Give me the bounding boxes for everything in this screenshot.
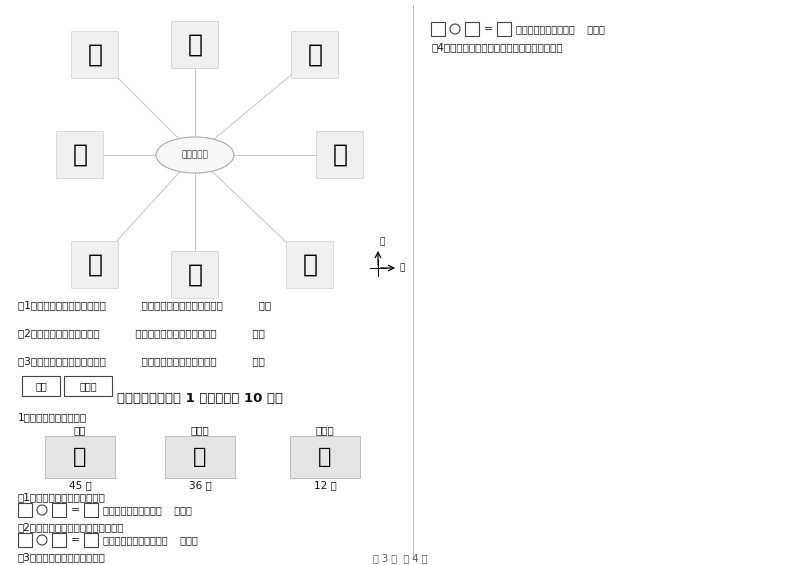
Text: （1）小猫住在森林俱乐部的（           ）面，小鸡在森林俱乐部的（           ）面: （1）小猫住在森林俱乐部的（ ）面，小鸡在森林俱乐部的（ ）面 xyxy=(18,300,271,310)
Text: 十一、附加题（共 1 大题，共计 10 分）: 十一、附加题（共 1 大题，共计 10 分） xyxy=(117,392,283,405)
Text: =: = xyxy=(484,24,494,34)
Text: 东: 东 xyxy=(400,263,406,272)
Bar xyxy=(465,22,479,36)
Text: 🐰: 🐰 xyxy=(87,253,102,277)
FancyBboxPatch shape xyxy=(57,132,103,179)
Bar xyxy=(52,533,66,547)
Bar xyxy=(52,503,66,517)
FancyBboxPatch shape xyxy=(171,251,218,298)
Text: （1）卡车比面包车多多少辆？: （1）卡车比面包车多多少辆？ xyxy=(18,492,106,502)
Text: 🐕: 🐕 xyxy=(333,143,347,167)
Text: 北: 北 xyxy=(380,237,386,246)
Text: 🦌: 🦌 xyxy=(187,263,202,287)
Bar xyxy=(497,22,511,36)
FancyBboxPatch shape xyxy=(286,241,334,289)
Text: 🚌: 🚌 xyxy=(318,447,332,467)
Text: （3）大客车比卡车少多少辆？: （3）大客车比卡车少多少辆？ xyxy=(18,552,106,562)
Bar xyxy=(18,533,32,547)
Text: 森林俱乐部: 森林俱乐部 xyxy=(182,150,209,159)
Text: 🚐: 🚐 xyxy=(194,447,206,467)
Text: 卡车: 卡车 xyxy=(74,425,86,435)
Text: 面包车: 面包车 xyxy=(190,425,210,435)
Text: （4）你还能提出什么数学问题并列式解答吗？: （4）你还能提出什么数学问题并列式解答吗？ xyxy=(431,42,562,52)
Bar xyxy=(45,436,115,478)
Text: =: = xyxy=(71,535,80,545)
Text: 答：大客车比卡车少（    ）辆。: 答：大客车比卡车少（ ）辆。 xyxy=(516,24,605,34)
Text: （2）小兔子家的东北面是（           ），森林俱乐部的西北面是（           ）。: （2）小兔子家的东北面是（ ），森林俱乐部的西北面是（ ）。 xyxy=(18,328,265,338)
Text: 36 辆: 36 辆 xyxy=(189,480,211,490)
Bar xyxy=(84,503,98,517)
Bar xyxy=(22,376,60,396)
Text: 🐿: 🐿 xyxy=(73,143,87,167)
Text: 🐘: 🐘 xyxy=(302,253,318,277)
FancyBboxPatch shape xyxy=(291,32,338,79)
Bar xyxy=(165,436,235,478)
Text: 🚚: 🚚 xyxy=(74,447,86,467)
Text: 评卷人: 评卷人 xyxy=(79,381,97,391)
Bar xyxy=(431,22,445,36)
Text: （3）猴子家在森林俱乐部的（           ）面，小狗家在猴子家的（           ）面: （3）猴子家在森林俱乐部的（ ）面，小狗家在猴子家的（ ）面 xyxy=(18,356,265,366)
Text: 🦁: 🦁 xyxy=(87,43,102,67)
Text: 1、根据图片信息解题。: 1、根据图片信息解题。 xyxy=(18,412,87,422)
FancyBboxPatch shape xyxy=(71,32,118,79)
FancyBboxPatch shape xyxy=(71,241,118,289)
Text: （2）面包车和大客车一共有多少辆？: （2）面包车和大客车一共有多少辆？ xyxy=(18,522,125,532)
Text: 🐯: 🐯 xyxy=(307,43,322,67)
Text: 大客车: 大客车 xyxy=(316,425,334,435)
Bar xyxy=(18,503,32,517)
Text: 45 辆: 45 辆 xyxy=(69,480,91,490)
Text: 答：面包车和大客车共（    ）辆。: 答：面包车和大客车共（ ）辆。 xyxy=(103,535,198,545)
Bar xyxy=(84,533,98,547)
Text: 12 辆: 12 辆 xyxy=(314,480,336,490)
Text: 第 3 页  共 4 页: 第 3 页 共 4 页 xyxy=(373,553,427,563)
Text: 🦊: 🦊 xyxy=(187,33,202,57)
Bar xyxy=(290,436,360,478)
Ellipse shape xyxy=(156,137,234,173)
FancyBboxPatch shape xyxy=(317,132,363,179)
Text: =: = xyxy=(71,505,80,515)
Text: 得分: 得分 xyxy=(35,381,47,391)
Text: 答：卡车比面包车多（    ）辆。: 答：卡车比面包车多（ ）辆。 xyxy=(103,505,192,515)
Bar xyxy=(64,376,112,396)
FancyBboxPatch shape xyxy=(171,21,218,68)
